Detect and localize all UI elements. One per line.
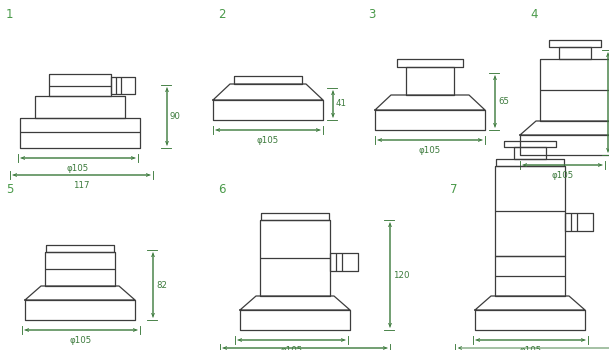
Text: 1: 1	[6, 8, 13, 21]
Text: φ105: φ105	[419, 146, 441, 155]
Text: 2: 2	[218, 8, 225, 21]
Text: 82: 82	[156, 280, 167, 289]
Text: 117: 117	[73, 181, 90, 190]
Text: 65: 65	[498, 97, 509, 106]
Text: 7: 7	[450, 183, 457, 196]
Text: 3: 3	[368, 8, 375, 21]
Text: φ105: φ105	[280, 346, 303, 350]
Text: 120: 120	[393, 271, 409, 280]
Text: 5: 5	[6, 183, 13, 196]
Text: φ105: φ105	[67, 164, 89, 173]
Text: 41: 41	[336, 99, 347, 108]
Text: φ105: φ105	[519, 346, 541, 350]
Text: φ105: φ105	[551, 171, 574, 180]
Text: φ105: φ105	[257, 136, 279, 145]
Text: 90: 90	[170, 112, 181, 121]
Text: 4: 4	[530, 8, 538, 21]
Text: φ105: φ105	[70, 336, 92, 345]
Text: 6: 6	[218, 183, 225, 196]
